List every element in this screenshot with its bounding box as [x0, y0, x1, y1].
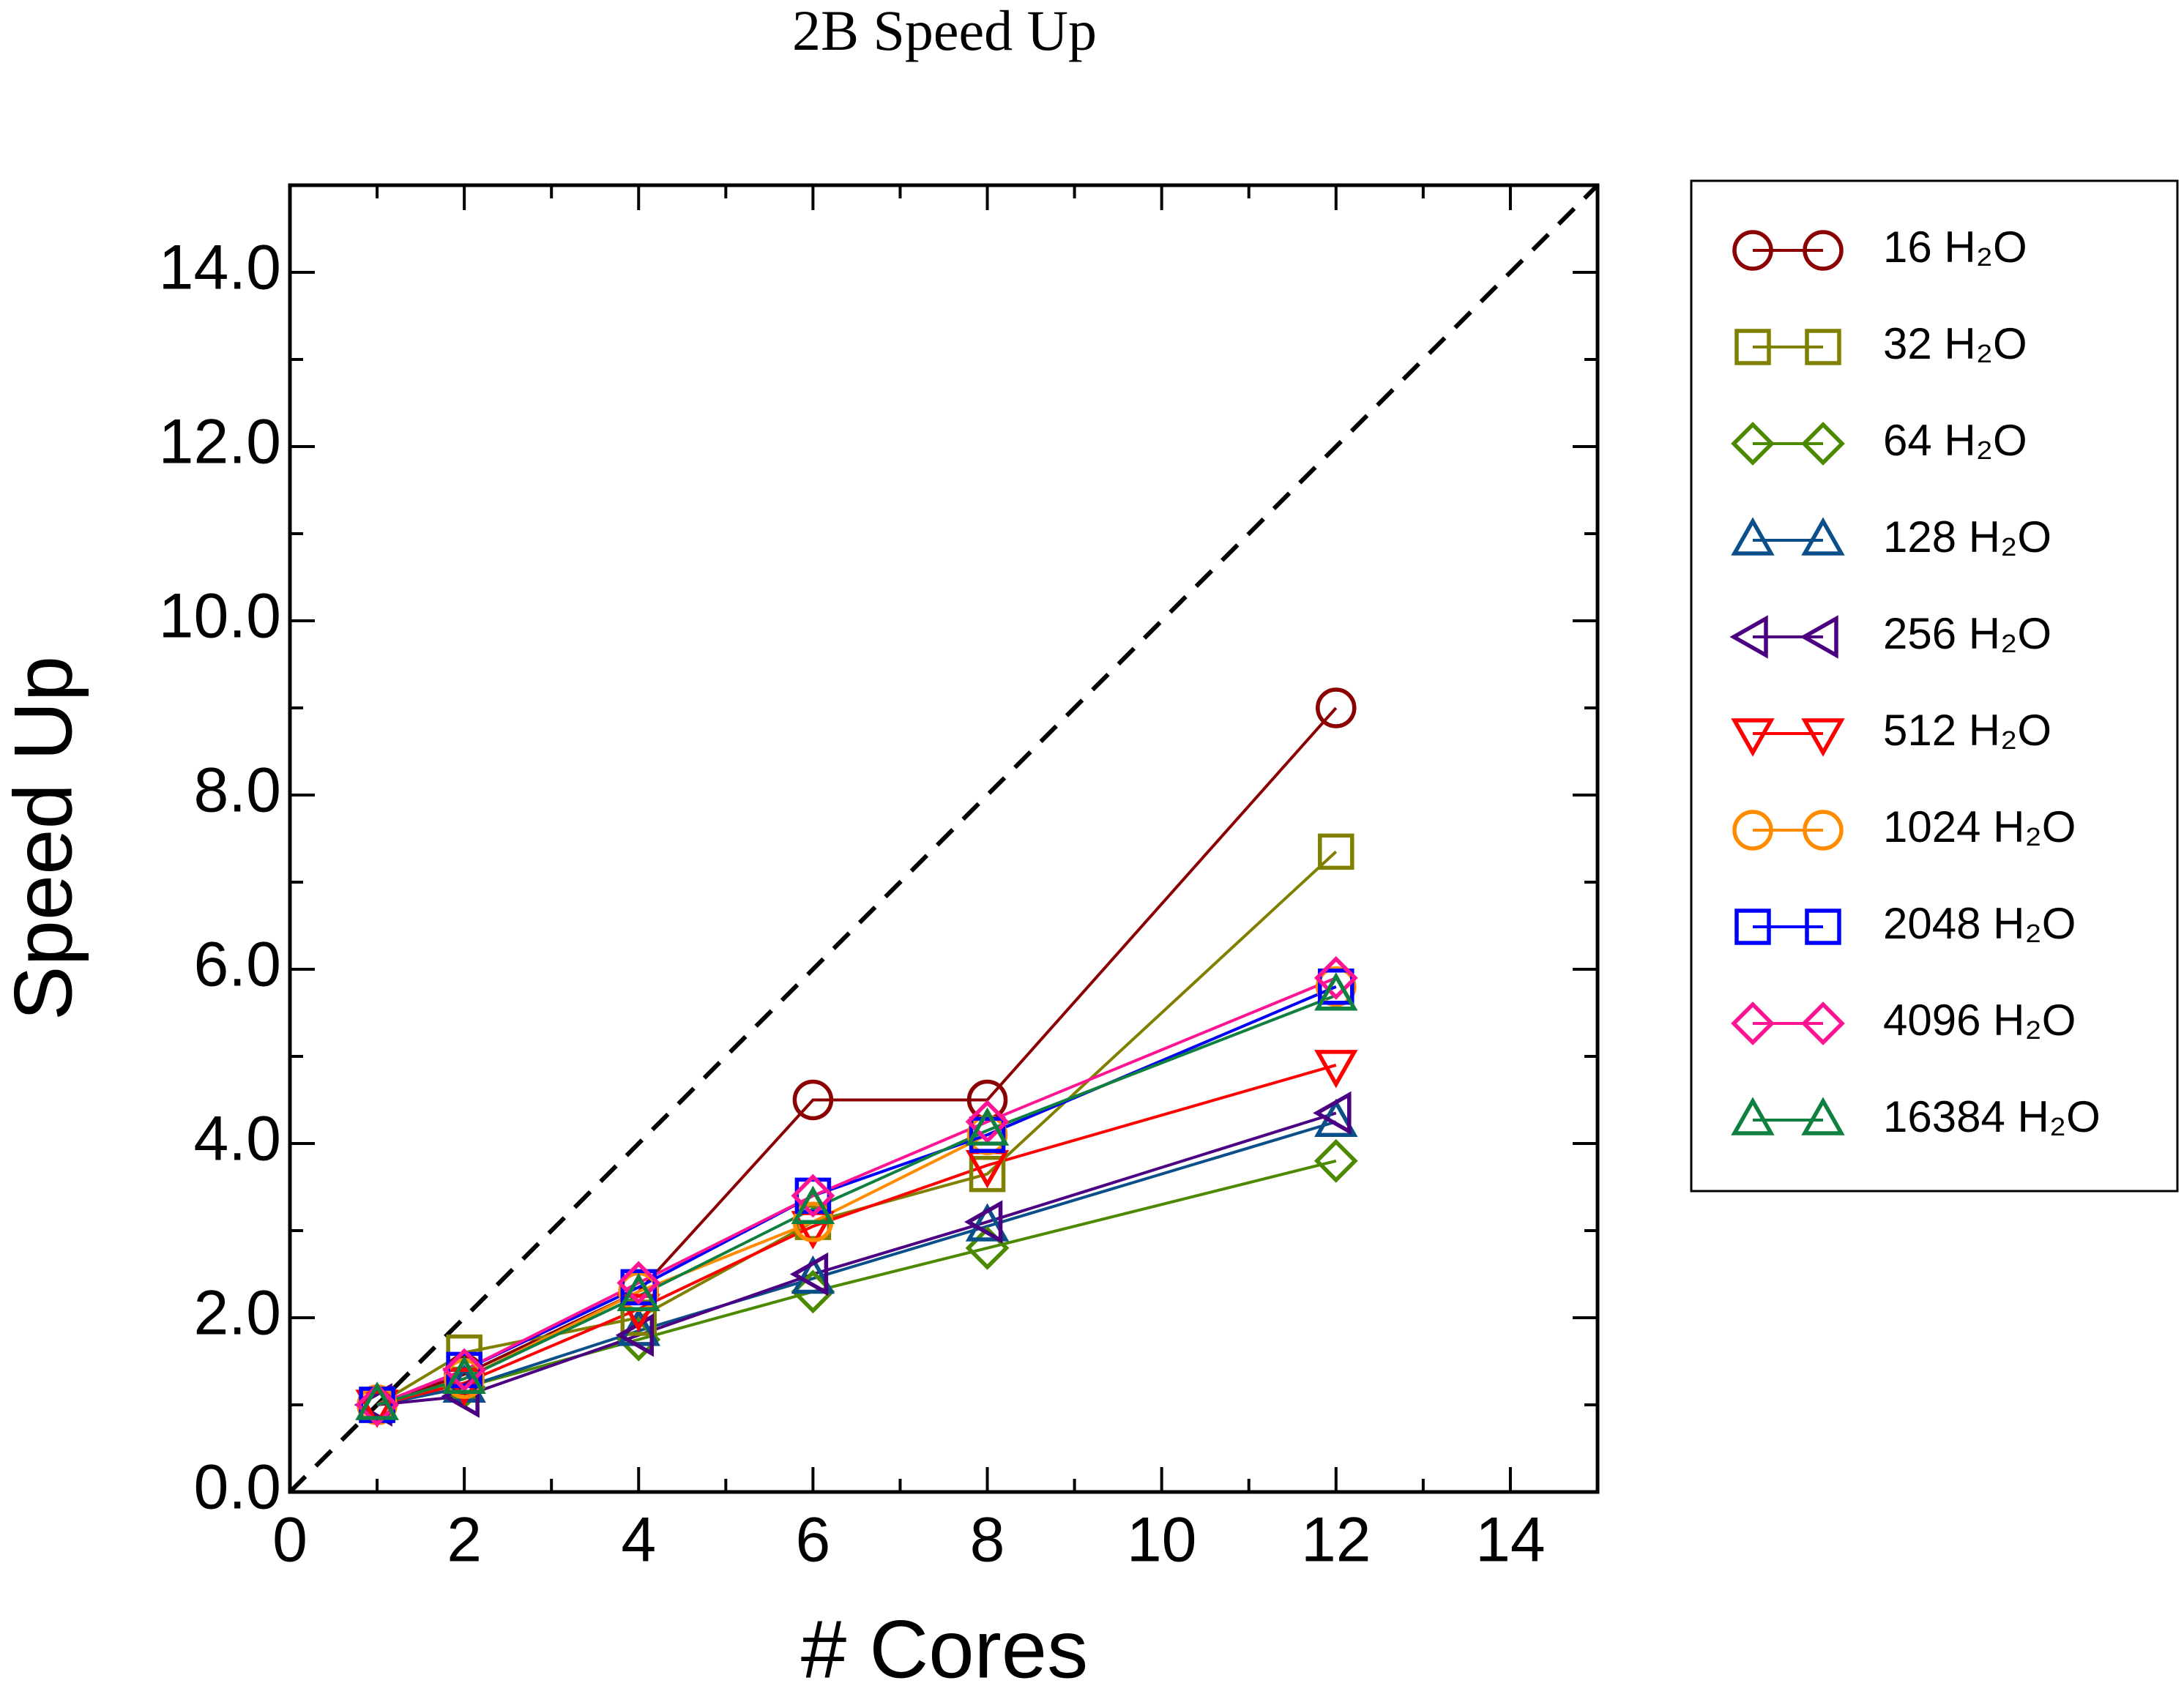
series-line [376, 977, 1337, 1406]
y-tick-label: 0.0 [193, 1452, 281, 1523]
marker [1734, 329, 1771, 365]
series-line [376, 1111, 1337, 1406]
marker [965, 1203, 1010, 1242]
marker [1805, 329, 1841, 365]
x-tick-label: 0 [272, 1505, 308, 1575]
marker [966, 1114, 1008, 1155]
marker [792, 1079, 834, 1121]
plot-frame [288, 183, 1600, 1494]
legend-label: 2048 H₂O [1883, 899, 2076, 948]
legend-label: 512 H₂O [1883, 706, 2051, 755]
marker [1801, 422, 1845, 466]
marker [1316, 687, 1357, 728]
x-tick-label: 10 [1127, 1505, 1197, 1575]
marker [442, 1348, 487, 1392]
marker [964, 1200, 1003, 1244]
marker [616, 1272, 660, 1311]
x-tick-label: 2 [447, 1505, 482, 1575]
chart-title: 2B Speed Up [792, 0, 1097, 62]
marker [791, 1255, 835, 1294]
x-tick-label: 14 [1475, 1505, 1546, 1575]
y-tick-label: 14.0 [159, 233, 281, 303]
marker [1803, 810, 1844, 851]
y-tick-label: 10.0 [159, 581, 281, 652]
y-tick-label: 12.0 [159, 407, 281, 477]
marker [1316, 966, 1357, 1007]
marker [1732, 230, 1773, 271]
legend-label: 4096 H₂O [1883, 996, 2076, 1045]
marker [1313, 1138, 1358, 1183]
marker [1801, 517, 1845, 556]
marker [1314, 1050, 1358, 1089]
ideal-line [288, 183, 1600, 1494]
marker [1801, 718, 1845, 757]
legend-label: 16384 H₂O [1883, 1092, 2101, 1141]
marker [1731, 1097, 1775, 1135]
marker [1732, 810, 1773, 851]
legend-label: 32 H₂O [1883, 319, 2027, 368]
marker [1731, 1001, 1775, 1045]
x-tick-label: 4 [621, 1505, 656, 1575]
marker [1731, 422, 1775, 466]
y-tick-label: 2.0 [193, 1278, 281, 1348]
y-axis-title: Speed Up [0, 656, 89, 1021]
marker [1318, 833, 1354, 870]
marker [1800, 615, 1838, 659]
marker [442, 1355, 486, 1395]
marker [1734, 909, 1771, 945]
marker [1731, 718, 1775, 757]
marker [355, 1381, 399, 1420]
marker [355, 1389, 399, 1428]
marker [1801, 1001, 1845, 1045]
y-tick-label: 6.0 [193, 930, 281, 1000]
legend-label: 128 H₂O [1883, 512, 2051, 562]
legend-label: 64 H₂O [1883, 416, 2027, 465]
x-tick-label: 8 [970, 1505, 1005, 1575]
x-tick-label: 6 [795, 1505, 830, 1575]
marker [1731, 517, 1775, 556]
legend-label: 256 H₂O [1883, 609, 2051, 658]
marker [616, 1294, 660, 1332]
marker [1313, 1091, 1352, 1135]
x-axis-title: # Cores [801, 1604, 1088, 1695]
series-line [376, 1120, 1337, 1406]
y-tick-label: 8.0 [193, 756, 281, 826]
x-tick-label: 12 [1301, 1505, 1371, 1575]
marker [354, 1383, 392, 1427]
marker [1801, 1097, 1845, 1135]
marker [355, 1383, 399, 1427]
marker [965, 1100, 1010, 1144]
marker [616, 1261, 661, 1305]
legend-label: 1024 H₂O [1883, 802, 2076, 851]
marker [969, 1155, 1006, 1193]
series-line [376, 850, 1338, 1406]
series-line [376, 1063, 1337, 1406]
marker [789, 1252, 829, 1297]
legend-label: 16 H₂O [1883, 223, 2027, 272]
marker [1314, 972, 1358, 1011]
marker [965, 1107, 1010, 1146]
series-line [376, 706, 1338, 1406]
marker [1313, 956, 1358, 1000]
marker [791, 1174, 835, 1218]
marker [1805, 909, 1841, 945]
y-tick-label: 4.0 [193, 1104, 281, 1174]
marker [1803, 230, 1844, 271]
legend: 16 H₂O 32 H₂O 64 H₂O 128 H₂O 256 H₂O 512 H₂O 1… [1690, 179, 2179, 1193]
marker [1729, 615, 1768, 659]
marker [791, 1185, 835, 1224]
